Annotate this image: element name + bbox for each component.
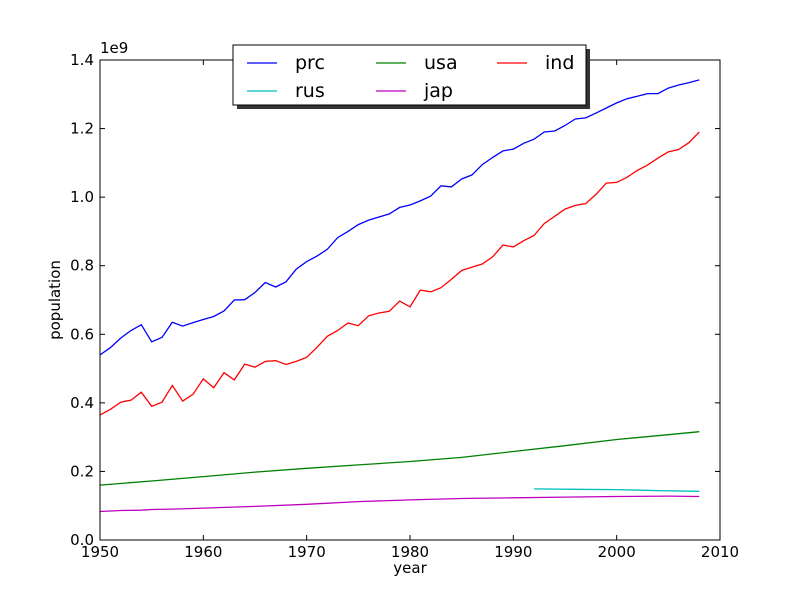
series-line-prc	[99, 79, 700, 356]
y-tick-label: 0.4	[70, 394, 94, 412]
x-axis-label: year	[393, 559, 427, 577]
y-tick-label: 0.0	[70, 531, 94, 549]
legend-label-usa: usa	[424, 52, 458, 74]
x-tick-label: 2010	[701, 543, 739, 561]
legend-label-ind: ind	[545, 52, 574, 74]
legend: prc usa ind rus jap	[232, 44, 590, 109]
x-tick-label: 1960	[184, 543, 222, 561]
y-tick-label: 0.2	[70, 462, 94, 480]
x-tick-label: 1980	[391, 543, 429, 561]
y-tick-label: 0.8	[70, 257, 94, 275]
series-line-ind	[99, 131, 700, 416]
x-tick-label: 1970	[288, 543, 326, 561]
series-line-rus	[533, 488, 700, 492]
series-line-usa	[99, 431, 700, 486]
legend-label-jap: jap	[423, 80, 453, 102]
legend-box	[232, 44, 587, 106]
legend-label-rus: rus	[295, 80, 325, 102]
series-line-jap	[99, 495, 700, 513]
y-axis-label: population	[46, 260, 64, 340]
x-tick-label: 1990	[494, 543, 532, 561]
plot-area	[100, 60, 720, 540]
y-multiplier-label: 1e9	[100, 39, 128, 57]
y-tick-label: 1.2	[70, 120, 94, 138]
x-tick-label: 1950	[81, 543, 119, 561]
y-tick-label: 1.0	[70, 188, 94, 206]
legend-label-prc: prc	[295, 52, 325, 74]
y-tick-label: 1.4	[70, 51, 94, 69]
y-tick-label: 0.6	[70, 325, 94, 343]
x-tick-label: 2000	[598, 543, 636, 561]
